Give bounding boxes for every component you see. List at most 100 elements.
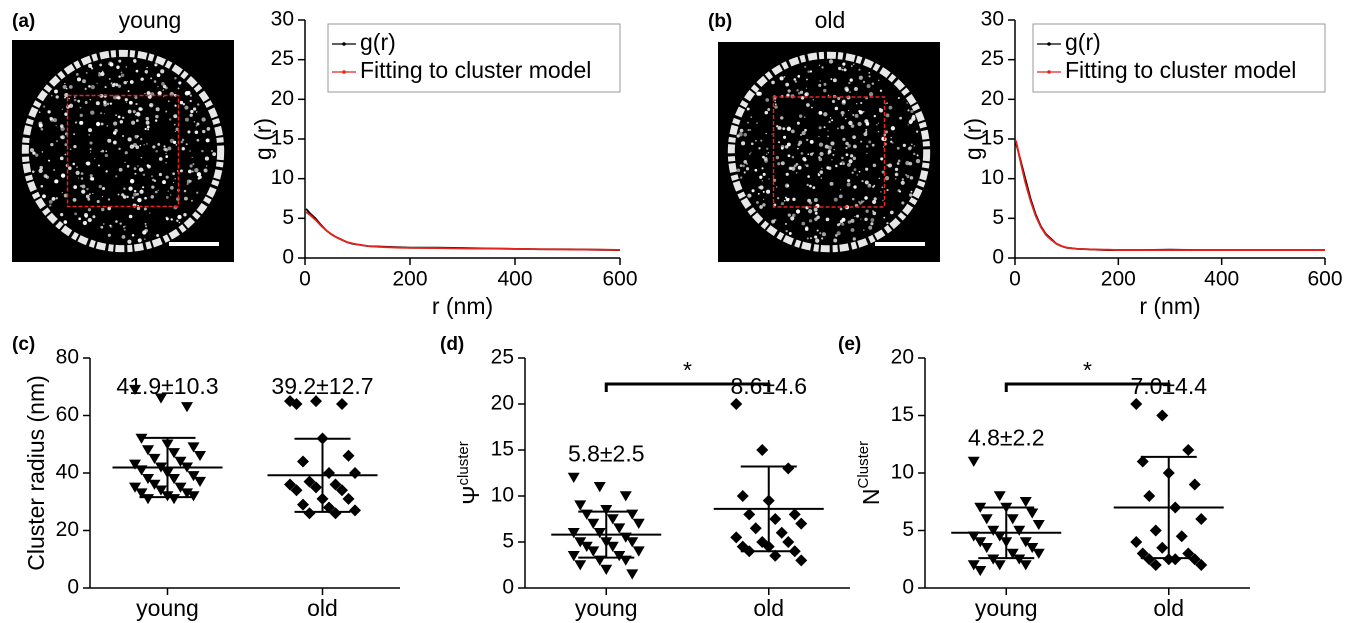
image-speckle (818, 135, 820, 138)
image-speckle (40, 184, 44, 188)
image-speckle (765, 153, 768, 155)
image-speckle (131, 120, 136, 125)
image-speckle (829, 181, 834, 186)
data-point (1006, 514, 1019, 525)
image-speckle (146, 164, 150, 167)
image-speckle (212, 152, 217, 157)
y-axis-label-superscript: cluster (455, 441, 472, 485)
data-point (967, 531, 980, 542)
image-speckle (178, 81, 182, 85)
image-speckle (183, 189, 187, 193)
y-tick-label: 30 (271, 8, 294, 31)
image-speckle (117, 96, 121, 100)
significance-bracket (1004, 382, 1171, 392)
image-speckle (808, 219, 813, 223)
image-speckle (144, 93, 146, 95)
image-speckle (776, 197, 780, 200)
image-speckle (122, 134, 125, 138)
image-speckle (91, 67, 94, 70)
image-speckle (150, 195, 154, 199)
x-tick-label: young (136, 595, 199, 621)
image-speckle (95, 101, 100, 106)
image-speckle (101, 149, 105, 153)
image-speckle (746, 162, 748, 165)
data-point (1032, 519, 1045, 531)
image-speckle (797, 147, 799, 150)
image-speckle (813, 197, 818, 202)
image-speckle (840, 125, 845, 130)
image-speckle (849, 91, 851, 93)
image-speckle (200, 176, 202, 178)
image-speckle (907, 109, 910, 112)
image-speckle (81, 189, 86, 194)
image-speckle (146, 142, 148, 145)
image-speckle (129, 80, 134, 84)
image-speckle (842, 99, 846, 104)
data-point (155, 485, 167, 496)
image-speckle (762, 172, 766, 176)
image-speckle (916, 154, 919, 157)
image-speckle (73, 98, 77, 102)
image-speckle (123, 80, 127, 85)
significance-bracket (604, 382, 771, 392)
image-speckle (828, 120, 831, 124)
data-point (1182, 547, 1195, 560)
image-speckle (884, 176, 890, 181)
data-point (1188, 553, 1201, 566)
image-speckle (786, 93, 790, 97)
image-speckle (851, 197, 855, 201)
image-speckle (799, 90, 804, 94)
image-speckle (32, 151, 36, 155)
image-speckle (55, 95, 59, 99)
data-point (619, 491, 632, 502)
image-speckle (139, 144, 142, 147)
image-speckle (62, 84, 67, 90)
image-speckle (856, 174, 859, 176)
image-speckle (85, 194, 90, 199)
data-point (795, 517, 808, 530)
data-point (168, 473, 180, 485)
data-point (1006, 548, 1019, 559)
image-speckle (805, 226, 809, 230)
image-background (12, 40, 234, 262)
image-speckle (55, 124, 57, 127)
data-point (775, 526, 788, 539)
image-speckle (88, 193, 91, 196)
data-point (606, 541, 619, 552)
image-speckle (838, 222, 841, 225)
image-speckle (90, 177, 95, 181)
image-speckle (886, 164, 889, 167)
image-speckle (863, 229, 865, 231)
y-tick-label: 20 (891, 346, 914, 369)
image-speckle (135, 111, 141, 117)
image-speckle (135, 119, 139, 122)
image-speckle (743, 133, 748, 137)
image-speckle (176, 219, 179, 222)
nucleus-envelope (727, 51, 931, 253)
image-speckle (103, 223, 105, 225)
data-point (795, 554, 808, 567)
image-speckle (771, 80, 775, 85)
data-point (606, 514, 619, 525)
image-speckle (885, 113, 890, 118)
image-speckle (197, 177, 200, 180)
image-speckle (868, 75, 871, 78)
image-speckle (183, 213, 187, 217)
image-speckle (797, 75, 801, 78)
image-speckle (750, 116, 753, 118)
image-speckle (136, 192, 139, 196)
image-speckle (144, 127, 147, 131)
image-speckle (827, 145, 832, 150)
image-speckle (878, 177, 881, 180)
y-axis-label-main: N (858, 488, 884, 505)
image-speckle (750, 142, 754, 146)
image-speckle (54, 179, 59, 184)
image-speckle (89, 141, 93, 145)
image-speckle (842, 137, 846, 141)
image-speckle (800, 152, 804, 155)
image-speckle (886, 102, 888, 104)
image-speckle (191, 156, 193, 158)
image-speckle (64, 96, 66, 99)
data-point (769, 549, 782, 562)
image-speckle (862, 80, 866, 84)
